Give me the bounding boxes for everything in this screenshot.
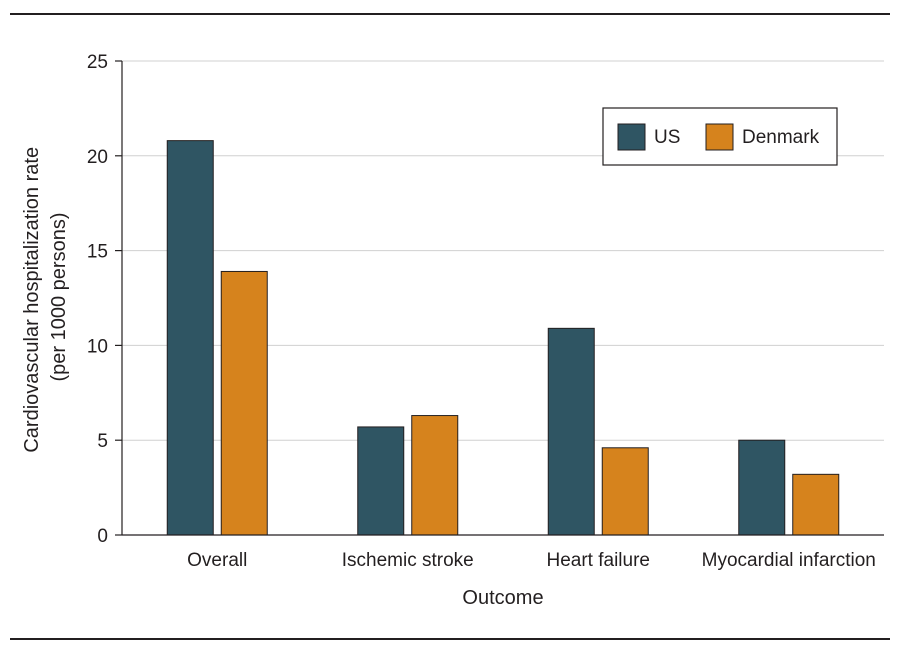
x-axis-title: Outcome — [462, 587, 543, 609]
bar-denmark-overall — [220, 270, 268, 536]
y-axis-title-line1: Cardiovascular hospitalization rate — [21, 147, 43, 453]
bar-denmark-myocardial-infarction — [792, 473, 840, 536]
y-tick-label: 20 — [87, 147, 108, 168]
legend-swatch-denmark — [705, 123, 734, 151]
bottom-rule — [10, 638, 890, 640]
bars — [166, 140, 840, 536]
legend-label-us: US — [654, 127, 680, 148]
bar-denmark-heart-failure — [601, 447, 649, 536]
bar-us-myocardial-infarction — [738, 439, 786, 536]
legend: US Denmark — [602, 107, 838, 166]
x-axis: Overall Ischemic stroke Heart failure Myoca… — [122, 534, 884, 571]
bar-us-ischemic-stroke — [357, 426, 405, 536]
bar-denmark-ischemic-stroke — [411, 415, 459, 536]
y-tick-label: 5 — [97, 431, 108, 452]
top-rule — [10, 13, 890, 15]
x-category-label: Heart failure — [547, 550, 651, 571]
y-axis: 0 5 10 15 20 25 — [87, 52, 123, 547]
bar-us-overall — [166, 140, 214, 536]
x-category-label: Myocardial infarction — [702, 550, 876, 571]
y-tick-label: 10 — [87, 336, 108, 357]
bar-us-heart-failure — [547, 327, 595, 536]
y-axis-title: Cardiovascular hospitalization rate (per… — [21, 141, 70, 452]
x-category-label: Ischemic stroke — [342, 550, 474, 571]
legend-label-denmark: Denmark — [742, 127, 820, 148]
y-tick-label: 0 — [97, 526, 108, 547]
y-tick-label: 25 — [87, 52, 108, 73]
y-tick-label: 15 — [87, 242, 108, 263]
legend-swatch-us — [617, 123, 646, 151]
y-axis-title-line2: (per 1000 persons) — [48, 213, 70, 382]
x-category-label: Overall — [187, 550, 247, 571]
